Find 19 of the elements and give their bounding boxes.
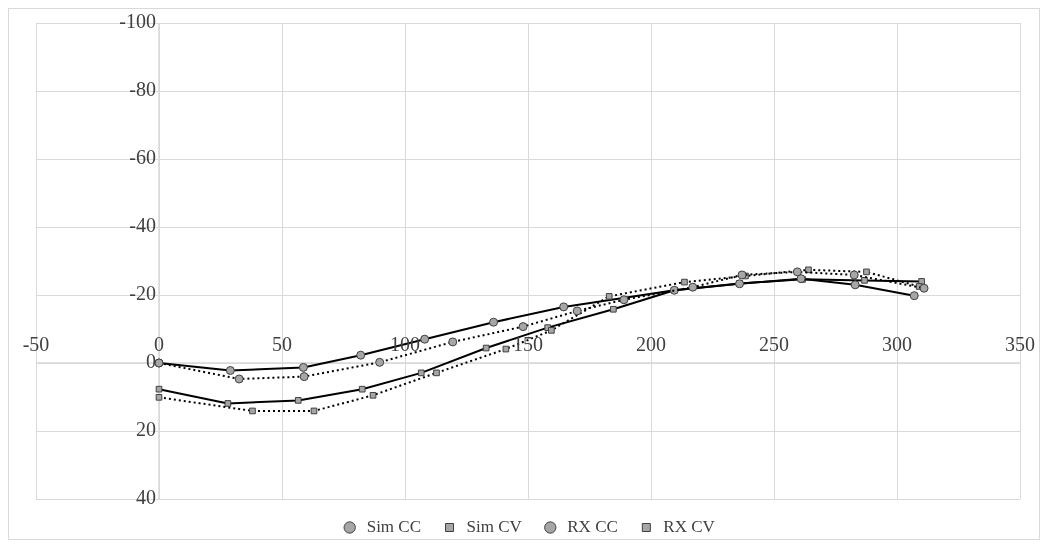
legend-label: Sim CC (366, 516, 422, 536)
y-tick-label: -100 (119, 10, 156, 33)
legend-label: RX CC (567, 516, 618, 536)
y-tick-label: -40 (129, 214, 156, 237)
y-tick-label: 0 (146, 350, 156, 373)
x-tick-label: 250 (759, 333, 789, 356)
x-tick-label: 300 (882, 333, 912, 356)
x-tick-label: 200 (636, 333, 666, 356)
legend-label: Sim CV (466, 516, 523, 536)
y-tick-label: -20 (129, 282, 156, 305)
x-tick-label: 350 (1005, 333, 1035, 356)
x-tick-label: -50 (22, 333, 50, 356)
y-tick-label: -80 (129, 78, 156, 101)
y-tick-label: 40 (136, 486, 156, 509)
x-tick-label: 50 (272, 333, 292, 356)
x-tick-label: 150 (513, 333, 543, 356)
y-tick-label: -60 (129, 146, 156, 169)
legend-label: RX CV (663, 516, 716, 536)
y-tick-label: 20 (136, 418, 156, 441)
